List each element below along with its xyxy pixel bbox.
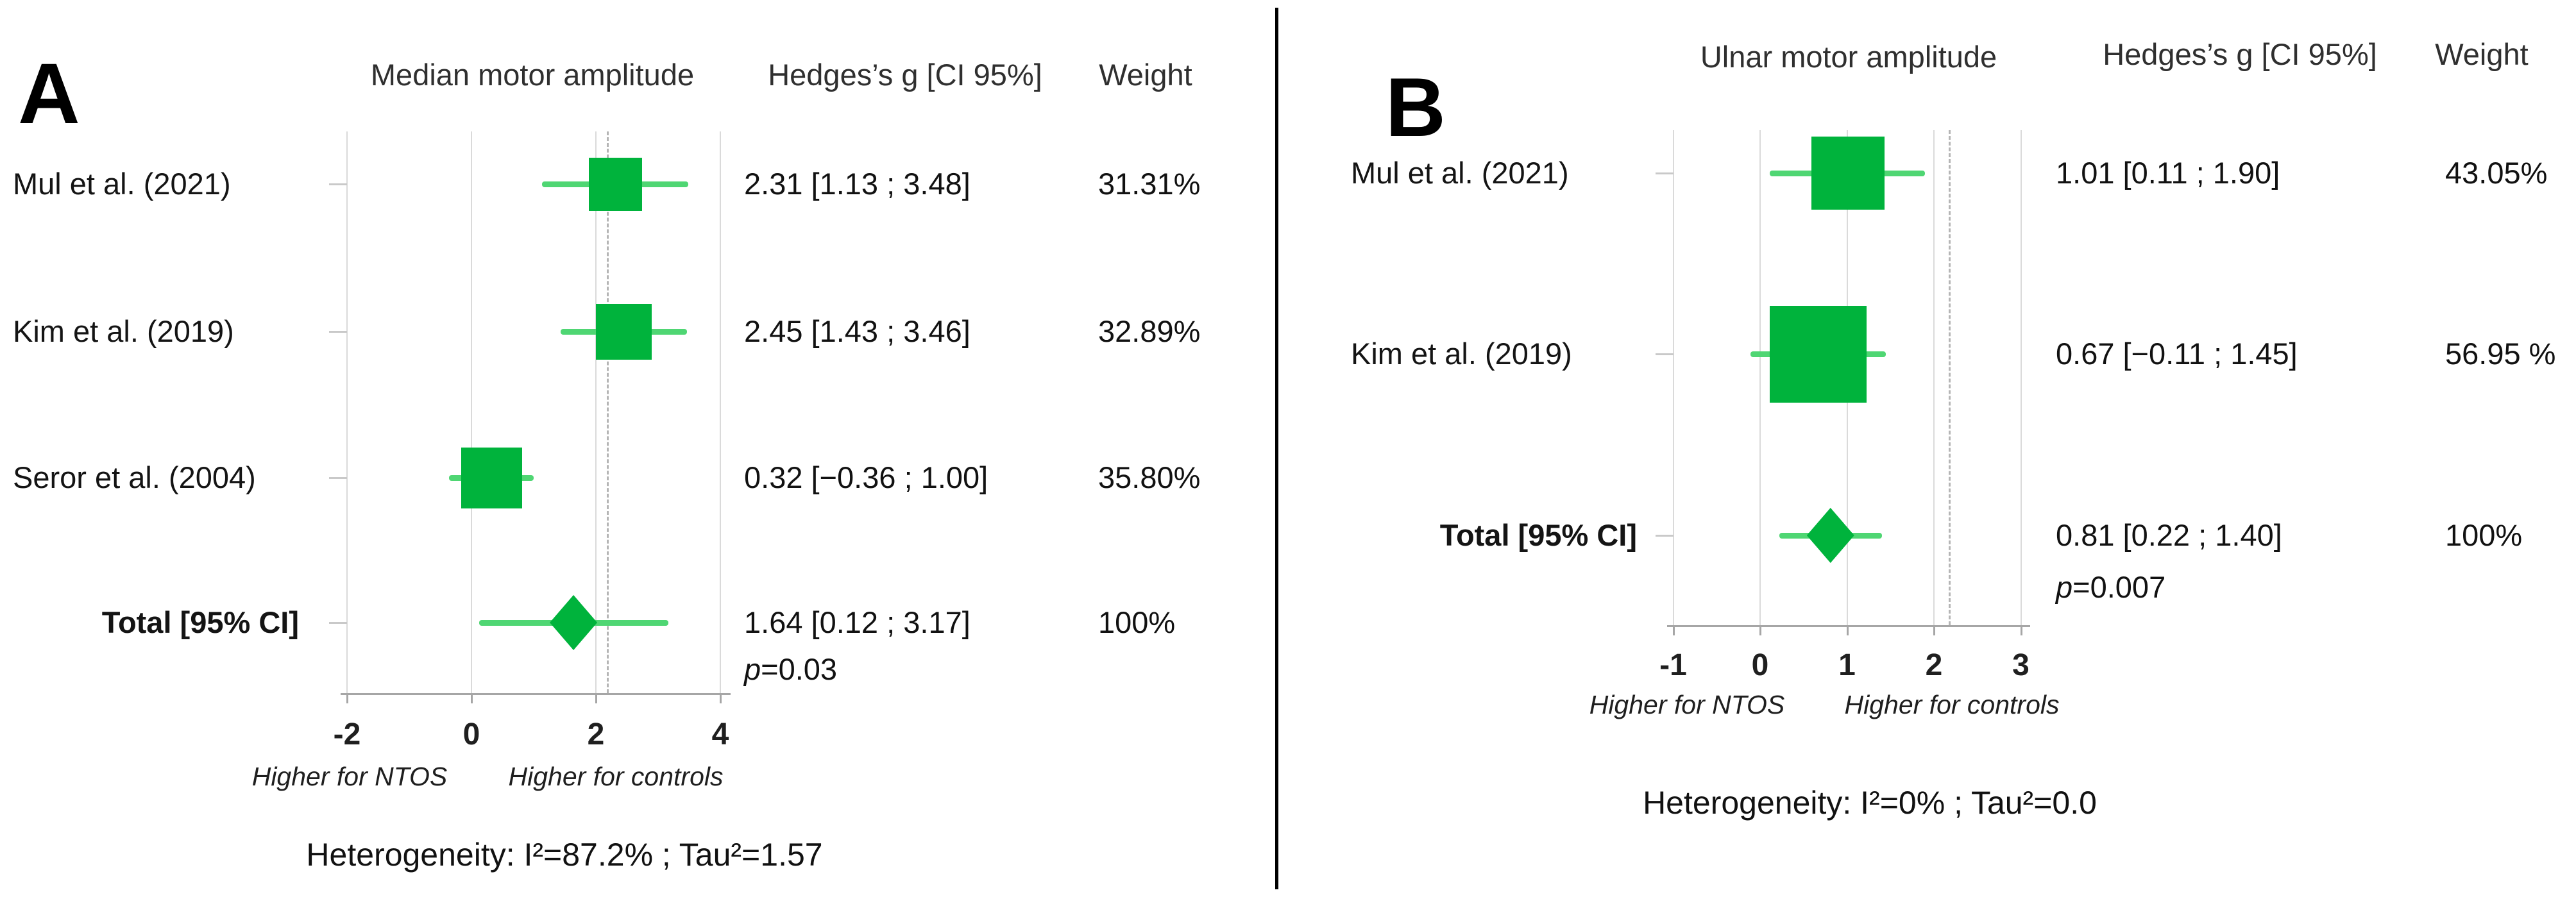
p-symbol: p: [2056, 570, 2073, 604]
study-label: Kim et al. (2019): [1351, 337, 1572, 371]
row-leader-tick: [1655, 535, 1674, 537]
effect-estimate-text: 0.81 [0.22 ; 1.40]: [2056, 518, 2282, 552]
panel-a-effect-column-header: Hedges’s g [CI 95%]: [768, 58, 1042, 92]
effect-estimate-text: 2.45 [1.43 ; 3.46]: [744, 314, 970, 348]
effect-estimate-text: 1.64 [0.12 ; 3.17]: [744, 605, 970, 639]
panel-b-weight-column-header: Weight: [2435, 37, 2529, 71]
x-axis-line: [1666, 625, 2030, 627]
effect-estimate-text: 2.31 [1.13 ; 3.48]: [744, 167, 970, 201]
axis-tick-label: 0: [462, 717, 480, 751]
panel-a-label: A: [18, 46, 80, 142]
panel-b-label: B: [1385, 60, 1446, 154]
row-leader-tick: [329, 477, 347, 479]
weight-text: 100%: [2445, 518, 2523, 552]
effect-size-box: [461, 447, 522, 508]
panel-a-axis-note-right: Higher for controls: [508, 762, 724, 791]
weight-text: 43.05%: [2445, 156, 2548, 190]
weight-text: 31.31%: [1098, 167, 1201, 201]
panel-b-title: Ulnar motor amplitude: [1700, 40, 1997, 74]
plot-gridline: [471, 131, 472, 693]
plot-gridline: [1759, 130, 1761, 625]
axis-tick-mark: [346, 693, 348, 703]
x-axis-line: [341, 693, 731, 695]
row-leader-tick: [1655, 172, 1674, 174]
p-symbol: p: [744, 652, 761, 686]
axis-tick-label: 1: [1838, 648, 1856, 682]
panel-a-axis-note-left: Higher for NTOS: [251, 762, 448, 791]
panel-a-heterogeneity-text: Heterogeneity: I²=87.2% ; Tau²=1.57: [306, 837, 823, 873]
p-value-text: p=0.007: [2056, 570, 2166, 604]
panel-a-title: Median motor amplitude: [370, 58, 695, 92]
axis-tick-label: 2: [1925, 648, 1943, 682]
axis-tick-label: 3: [2012, 648, 2029, 682]
panel-a-weight-column-header: Weight: [1099, 58, 1192, 92]
row-leader-tick: [1655, 353, 1674, 355]
axis-tick-mark: [1933, 625, 1935, 635]
effect-size-box: [588, 157, 642, 211]
pooled-effect-diamond: [550, 595, 598, 650]
axis-tick-mark: [1846, 625, 1849, 635]
total-row-label: Total [95% CI]: [1439, 518, 1637, 552]
axis-tick-mark: [2020, 625, 2022, 635]
panel-b-axis-note-left: Higher for NTOS: [1589, 690, 1785, 719]
plot-gridline: [346, 131, 348, 693]
axis-tick-label: 0: [1751, 648, 1769, 682]
effect-size-box: [1770, 305, 1867, 403]
plot-gridline: [1933, 130, 1935, 625]
plot-gridline: [720, 131, 721, 693]
study-label: Mul et al. (2021): [1351, 156, 1569, 190]
weight-text: 100%: [1098, 605, 1176, 639]
row-leader-tick: [329, 622, 347, 624]
axis-tick-mark: [471, 693, 473, 703]
effect-estimate-text: 1.01 [0.11 ; 1.90]: [2056, 156, 2280, 190]
weight-text: 35.80%: [1098, 460, 1201, 494]
axis-tick-label: -1: [1659, 648, 1687, 682]
total-row-label: Total [95% CI]: [101, 605, 299, 639]
effect-size-box: [1811, 137, 1885, 210]
panel-divider: [1275, 8, 1278, 889]
axis-tick-label: 4: [711, 717, 729, 751]
axis-tick-mark: [1759, 625, 1761, 635]
panel-b-heterogeneity-text: Heterogeneity: I²=0% ; Tau²=0.0: [1643, 785, 2097, 821]
study-label: Kim et al. (2019): [13, 314, 234, 348]
axis-tick-mark: [595, 693, 597, 703]
study-label: Seror et al. (2004): [13, 460, 256, 494]
plot-gridline: [2020, 130, 2022, 625]
effect-estimate-text: 0.67 [−0.11 ; 1.45]: [2056, 337, 2298, 371]
axis-tick-mark: [1672, 625, 1675, 635]
axis-tick-mark: [720, 693, 722, 703]
plot-gridline: [595, 131, 597, 693]
panel-b-axis-note-right: Higher for controls: [1844, 690, 2060, 719]
dashed-reference-line: [1949, 130, 1951, 625]
weight-text: 32.89%: [1098, 314, 1201, 348]
axis-tick-label: -2: [333, 717, 361, 751]
weight-text: 56.95 %: [2445, 337, 2556, 371]
axis-tick-label: 2: [587, 717, 605, 751]
dashed-reference-line: [607, 131, 609, 693]
panel-b-effect-column-header: Hedges’s g [CI 95%]: [2103, 37, 2377, 71]
study-label: Mul et al. (2021): [13, 167, 231, 201]
plot-gridline: [1672, 130, 1674, 625]
p-value-text: p=0.03: [744, 652, 838, 686]
effect-estimate-text: 0.32 [−0.36 ; 1.00]: [744, 460, 988, 494]
row-leader-tick: [329, 183, 347, 185]
row-leader-tick: [329, 331, 347, 333]
effect-size-box: [596, 303, 652, 360]
